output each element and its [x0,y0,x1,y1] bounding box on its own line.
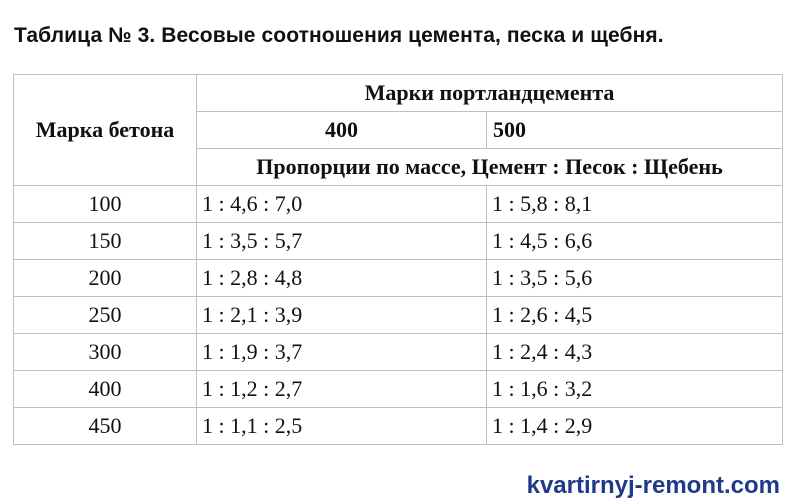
table-row: 150 1 : 3,5 : 5,7 1 : 4,5 : 6,6 [13,222,784,260]
cement-grades-group-header: Марки портландцемента [195,74,784,112]
ratio-400-cell: 1 : 1,1 : 2,5 [196,407,487,445]
ratio-400-cell: 1 : 1,9 : 3,7 [196,333,487,371]
table-row: 250 1 : 2,1 : 3,9 1 : 2,6 : 4,5 [13,296,784,334]
ratio-400-cell: 1 : 2,8 : 4,8 [196,259,487,297]
ratio-500-cell: 1 : 4,5 : 6,6 [485,222,784,260]
concrete-grade-cell: 100 [13,185,197,223]
site-watermark: kvartirnyj-remont.com [526,472,780,499]
concrete-grade-cell: 200 [13,259,197,297]
concrete-grade-cell: 300 [13,333,197,371]
concrete-grade-cell: 450 [13,407,197,445]
ratio-500-cell: 1 : 2,4 : 4,3 [485,333,784,371]
concrete-grade-cell: 400 [13,370,197,408]
ratio-500-cell: 1 : 5,8 : 8,1 [485,185,784,223]
table-title: Таблица № 3. Весовые соотношения цемента… [14,24,664,47]
ratio-400-cell: 1 : 4,6 : 7,0 [196,185,487,223]
ratio-400-cell: 1 : 3,5 : 5,7 [196,222,487,260]
ratio-400-cell: 1 : 1,2 : 2,7 [196,370,487,408]
table-row: 450 1 : 1,1 : 2,5 1 : 1,4 : 2,9 [13,407,784,445]
concrete-grade-header: Марка бетона [13,74,197,186]
ratio-500-cell: 1 : 2,6 : 4,5 [485,296,784,334]
concrete-grade-cell: 250 [13,296,197,334]
ratio-500-cell: 1 : 3,5 : 5,6 [485,259,784,297]
concrete-grade-cell: 150 [13,222,197,260]
ratio-500-cell: 1 : 1,6 : 3,2 [485,370,784,408]
table-row: 100 1 : 4,6 : 7,0 1 : 5,8 : 8,1 [13,185,784,223]
ratio-400-cell: 1 : 2,1 : 3,9 [196,296,487,334]
proportions-table: Марка бетона Марки портландцемента 400 5… [13,74,784,445]
cement-grade-500-header: 500 [485,111,784,149]
proportions-header: Пропорции по массе, Цемент : Песок : Щеб… [195,148,784,186]
table-row: 200 1 : 2,8 : 4,8 1 : 3,5 : 5,6 [13,259,784,297]
table-row: 400 1 : 1,2 : 2,7 1 : 1,6 : 3,2 [13,370,784,408]
table-row: 300 1 : 1,9 : 3,7 1 : 2,4 : 4,3 [13,333,784,371]
ratio-500-cell: 1 : 1,4 : 2,9 [485,407,784,445]
cement-grade-400-header: 400 [196,111,487,149]
